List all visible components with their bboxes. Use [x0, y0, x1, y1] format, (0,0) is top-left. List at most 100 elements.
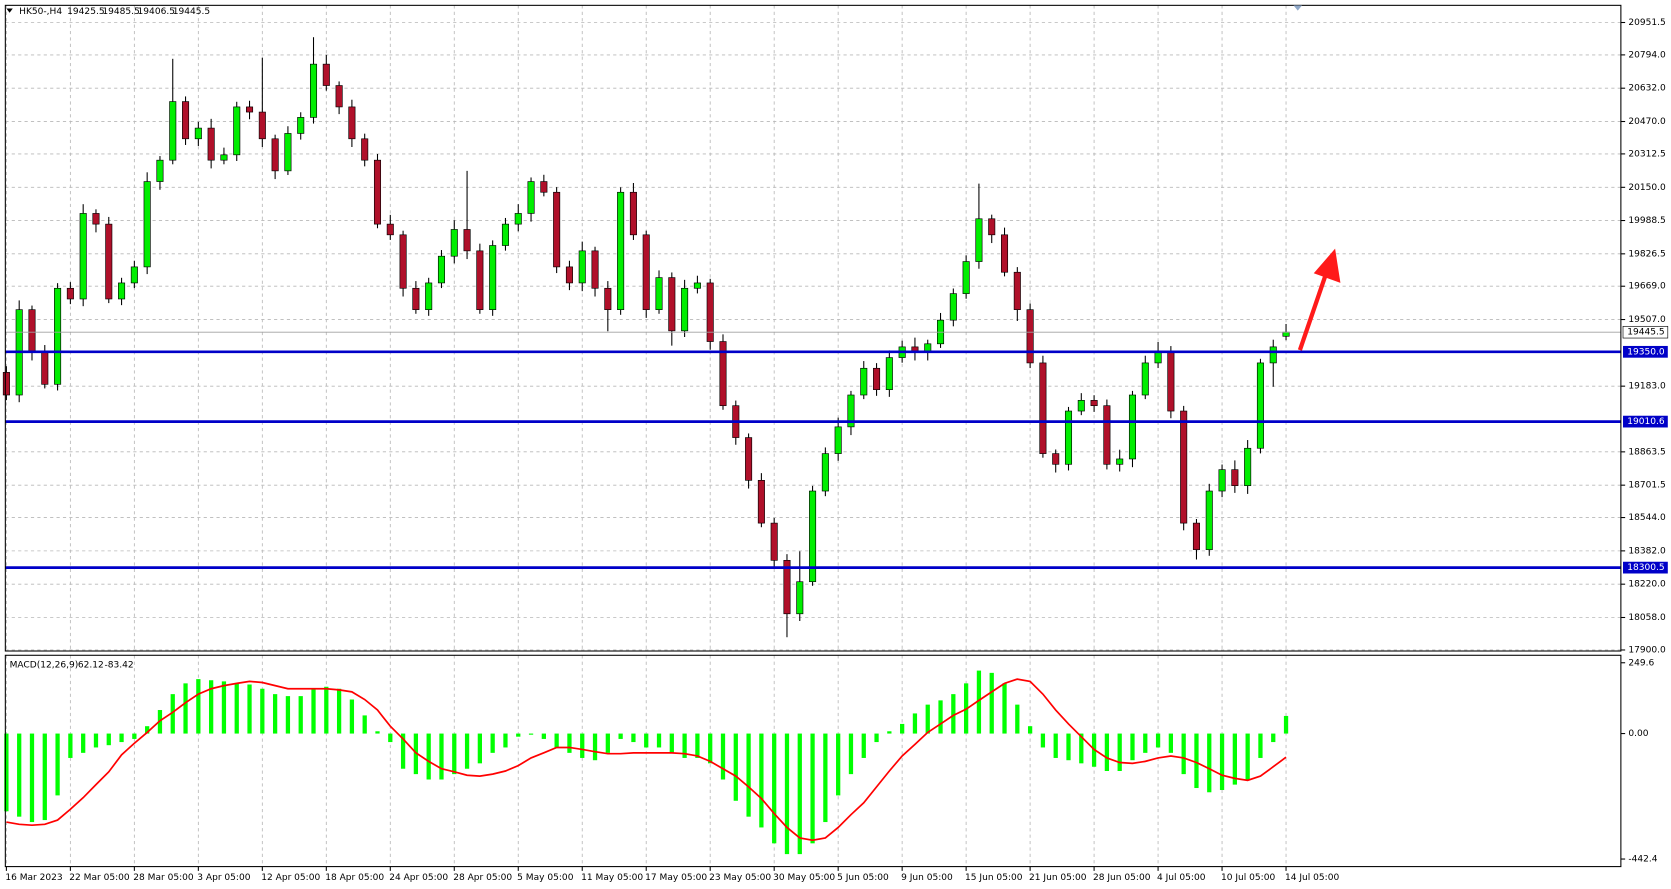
candle-body: [105, 223, 113, 300]
trend-arrow: [1297, 248, 1341, 351]
macd-bar: [708, 733, 713, 764]
candle-body: [1282, 331, 1290, 337]
macd-bar: [272, 694, 278, 734]
macd-bar: [989, 672, 994, 734]
candle-body: [642, 234, 650, 310]
candle-body: [335, 85, 343, 108]
candle-body: [540, 181, 548, 193]
candle-body: [143, 181, 151, 268]
candle-body: [194, 127, 202, 140]
macd-bar: [234, 683, 239, 734]
macd-bar: [733, 733, 738, 801]
x-tick-label: 11 May 05:00: [581, 873, 643, 883]
macd-value: 62.12: [78, 660, 104, 670]
macd-bar: [17, 733, 22, 817]
candle-body: [463, 229, 471, 252]
candle-body: [2, 372, 10, 396]
candle-body: [527, 181, 535, 214]
macd-bar: [42, 733, 47, 821]
candle-body: [809, 490, 817, 583]
y-tick-label: 20632.0: [1628, 84, 1666, 94]
candle-body: [399, 234, 407, 289]
signal-value: -83.42: [105, 660, 134, 670]
candle-body: [681, 287, 689, 332]
candle-body: [770, 522, 778, 561]
macd-bar: [1002, 683, 1007, 734]
y-tick-label: 20150.0: [1628, 183, 1666, 193]
macd-bar: [1219, 733, 1225, 791]
y-tick-label: 19669.0: [1628, 282, 1666, 292]
macd-bar: [823, 733, 828, 823]
macd-bar: [1271, 733, 1276, 743]
candle-body: [757, 480, 765, 524]
candle-body: [28, 309, 36, 353]
candle-body: [745, 437, 753, 481]
candle-body: [92, 213, 100, 225]
y-tick-label: 19507.0: [1628, 315, 1666, 325]
x-tick-label: 15 Jun 05:00: [965, 873, 1023, 883]
candle-body: [1128, 394, 1137, 460]
macd-bar: [1015, 704, 1020, 734]
candle-body: [949, 293, 957, 321]
candle-body: [118, 282, 126, 300]
y-tick-label: 18544.0: [1628, 513, 1666, 523]
macd-bar: [477, 733, 482, 764]
candle-body: [1244, 447, 1252, 487]
candle-body: [975, 218, 983, 262]
candle-body: [284, 133, 292, 172]
candle-body: [1013, 271, 1021, 310]
x-tick-label: 30 May 05:00: [773, 873, 835, 883]
candle-body: [821, 453, 829, 492]
x-tick-label: 5 Jun 05:00: [837, 873, 889, 883]
ohlc-low: 19406.5: [138, 7, 175, 17]
macd-bar: [976, 670, 982, 734]
x-tick-label: 9 Jun 05:00: [901, 873, 953, 883]
y-tick-label: 18220.0: [1628, 580, 1666, 590]
candle-body: [309, 63, 318, 118]
ohlc-close: 19445.5: [173, 7, 210, 17]
level-tag: [1623, 561, 1668, 574]
macd-bar: [55, 733, 60, 796]
macd-bar: [132, 733, 137, 739]
macd-bar: [426, 733, 431, 780]
candle-body: [1205, 490, 1213, 550]
candle-body: [476, 250, 484, 310]
x-tick-label: 3 Apr 05:00: [197, 873, 250, 883]
candle-body: [1141, 362, 1149, 396]
macd-bar: [669, 733, 674, 753]
macd-bar: [592, 733, 598, 761]
candle-body: [489, 245, 497, 310]
macd-bar: [1104, 733, 1110, 772]
candle-body: [412, 287, 420, 310]
macd-bar: [1155, 733, 1161, 748]
candle-body: [1256, 362, 1264, 449]
y-tick-label: 0.00: [1628, 729, 1648, 739]
candle-body: [1180, 410, 1188, 524]
macd-bar: [1283, 715, 1289, 734]
candle-body: [668, 277, 676, 332]
macd-bar: [1245, 733, 1250, 780]
menu-triangle[interactable]: [6, 8, 13, 13]
macd-bar: [1258, 733, 1263, 758]
candle-body: [156, 159, 164, 182]
macd-bar: [145, 726, 150, 734]
signal-line: [6, 678, 1287, 842]
macd-bar: [1053, 733, 1058, 758]
macd-bar: [1117, 733, 1122, 772]
candle-body: [514, 213, 522, 225]
macd-bar: [490, 733, 495, 753]
candle-body: [437, 255, 445, 284]
candle-body: [604, 287, 612, 310]
macd-bar: [336, 688, 342, 734]
candle-body: [553, 191, 561, 268]
macd-bar: [298, 696, 303, 734]
macd-bar: [183, 683, 188, 734]
macd-bar: [388, 733, 393, 743]
x-tick-label: 24 Apr 05:00: [389, 873, 448, 883]
x-tick-label: 4 Jul 05:00: [1157, 873, 1206, 883]
macd-bar: [324, 686, 329, 734]
macd-bar: [439, 733, 444, 780]
level-tag: [1623, 415, 1668, 428]
